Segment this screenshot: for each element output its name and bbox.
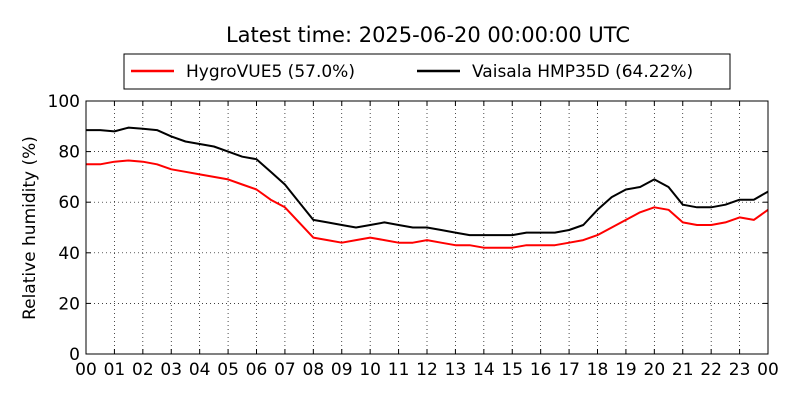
y-axis-label: Relative humidity (%) (20, 136, 40, 320)
x-tick-label: 09 (331, 360, 353, 380)
x-tick-label: 20 (644, 360, 666, 380)
x-tick-label: 03 (160, 360, 182, 380)
x-tick-label: 00 (75, 360, 97, 380)
x-tick-label: 12 (416, 360, 438, 380)
x-tick-label: 02 (132, 360, 154, 380)
plot-frame (85, 100, 769, 355)
x-tick-label: 17 (558, 360, 580, 380)
x-tick-label: 07 (274, 360, 296, 380)
y-tick-label: 40 (58, 244, 80, 264)
y-tick-label: 60 (58, 193, 80, 213)
y-axis: 0 20 40 60 80 100 (48, 92, 768, 365)
y-tick-label: 0 (69, 345, 80, 365)
x-tick-label: 08 (303, 360, 325, 380)
x-tick-label: 01 (104, 360, 126, 380)
grid (86, 101, 768, 354)
x-tick-label: 11 (388, 360, 410, 380)
x-tick-label: 13 (445, 360, 467, 380)
y-tick-label: 100 (48, 92, 80, 112)
x-axis: 00 01 02 03 04 05 06 07 08 09 10 11 12 13 14 15 16 17 18 19… (75, 101, 779, 380)
series-line-hygrovue5 (86, 159, 769, 249)
legend-label-vaisala: Vaisala HMP35D (64.22%) (472, 62, 693, 82)
x-tick-label: 14 (473, 360, 495, 380)
chart-title: Latest time: 2025-06-20 00:00:00 UTC (226, 23, 630, 47)
y-tick-label: 20 (58, 294, 80, 314)
x-tick-label: 04 (189, 360, 211, 380)
legend: HygroVUE5 (57.0%) Vaisala HMP35D (64.22%… (123, 53, 731, 90)
x-tick-label: 18 (587, 360, 609, 380)
x-tick-label: 06 (246, 360, 268, 380)
x-tick-label: 16 (530, 360, 552, 380)
x-tick-label: 05 (217, 360, 239, 380)
x-tick-label: 10 (359, 360, 381, 380)
y-tick-label: 80 (58, 143, 80, 163)
x-tick-label: 15 (501, 360, 523, 380)
series-group (86, 126, 769, 249)
legend-label-hygrovue5: HygroVUE5 (57.0%) (186, 62, 355, 82)
series-line-vaisala (86, 126, 769, 237)
x-tick-label: 00 (757, 360, 779, 380)
x-tick-label: 21 (672, 360, 694, 380)
x-tick-label: 22 (700, 360, 722, 380)
x-tick-label: 19 (615, 360, 637, 380)
x-tick-label: 23 (729, 360, 751, 380)
